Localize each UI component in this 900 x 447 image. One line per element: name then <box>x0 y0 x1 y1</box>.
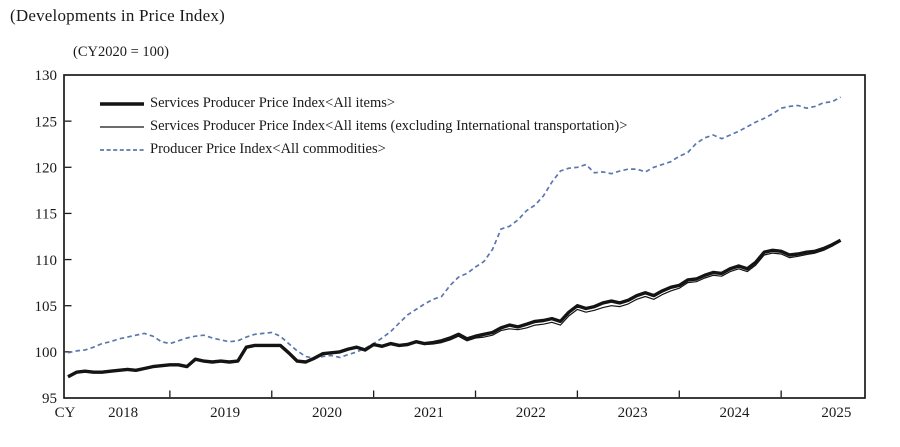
x-axis-year-label: 2024 <box>719 405 750 421</box>
x-axis-year-label: 2025 <box>821 405 851 421</box>
y-axis-tick-label: 130 <box>35 68 58 84</box>
page-title: (Developments in Price Index) <box>10 6 225 25</box>
y-axis-tick-label: 110 <box>35 253 57 269</box>
y-axis-tick-label: 115 <box>35 207 57 223</box>
legend-label: Producer Price Index<All commodities> <box>150 141 386 157</box>
x-axis-cy-label: CY <box>55 405 76 421</box>
legend-item-sppi-all-items: Services Producer Price Index<All items> <box>99 92 627 115</box>
x-axis-year-label: 2023 <box>618 405 648 421</box>
legend-label: Services Producer Price Index<All items … <box>150 118 628 134</box>
x-axis-year-label: 2019 <box>210 405 240 421</box>
x-axis-year-label: 2018 <box>108 405 138 421</box>
thin-line-sample-icon <box>100 125 144 128</box>
y-axis-tick-label: 100 <box>35 345 58 361</box>
legend-item-ppi-all-commodities: Producer Price Index<All commodities> <box>99 138 627 161</box>
series-line-1-thin-solid <box>67 240 841 378</box>
x-axis-year-label: 2020 <box>312 405 342 421</box>
y-axis-tick-label: 120 <box>35 160 58 176</box>
y-axis-tick-label: 105 <box>35 299 58 315</box>
thick-line-sample-icon <box>100 101 144 106</box>
y-axis-tick-label: 125 <box>35 114 58 130</box>
series-line-0-thick-solid <box>67 238 842 379</box>
dashed-line-sample-icon <box>100 148 144 151</box>
chart-legend: Services Producer Price Index<All items>… <box>99 92 627 161</box>
plot-frame <box>63 74 866 399</box>
y-axis-unit-note: (CY2020 = 100) <box>73 44 169 60</box>
y-axis-tick-label: 95 <box>42 391 57 407</box>
legend-label: Services Producer Price Index<All items> <box>150 95 396 111</box>
legend-item-sppi-excl-intl-transport: Services Producer Price Index<All items … <box>99 115 627 138</box>
series-line-2-dashed <box>67 96 842 360</box>
x-axis-year-label: 2021 <box>414 405 444 421</box>
x-axis-year-label: 2022 <box>516 405 546 421</box>
